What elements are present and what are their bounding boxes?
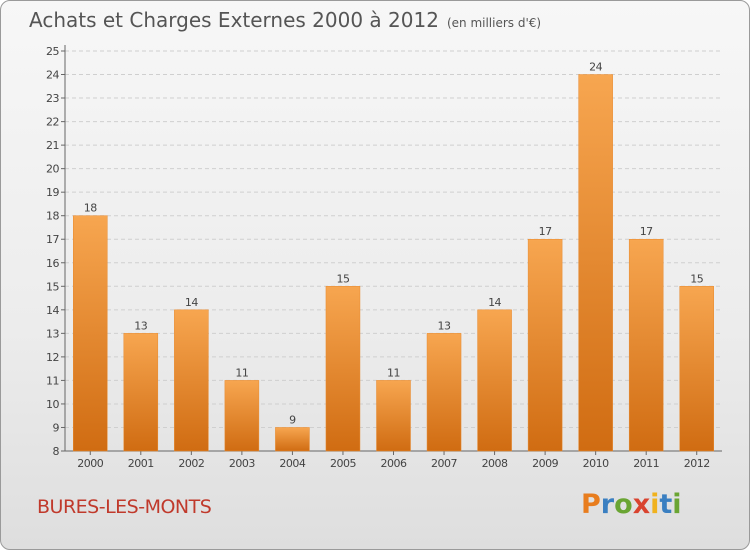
x-tick-label: 2008 xyxy=(482,457,508,470)
y-tick-label: 18 xyxy=(46,210,59,223)
data-label: 14 xyxy=(185,296,198,309)
proxiti-logo[interactable]: Proxiti xyxy=(581,489,682,520)
logo-letter: r xyxy=(600,489,615,520)
axes: 8 9 10 11 12 13 14 15 16 17 18 19 20 21 22 23 24 25 2000 20… xyxy=(46,45,722,470)
data-label: 15 xyxy=(336,272,349,285)
y-tick-label: 12 xyxy=(46,351,59,364)
bar xyxy=(578,74,613,452)
y-tick-label: 9 xyxy=(53,421,60,434)
x-tick-label: 2005 xyxy=(330,457,356,470)
y-tick-label: 8 xyxy=(53,445,60,458)
bar xyxy=(527,238,563,452)
logo-letter: i xyxy=(650,489,660,520)
bar xyxy=(123,333,159,452)
bar xyxy=(275,427,310,452)
y-tick-label: 17 xyxy=(46,233,59,246)
chart-unit: (en milliers d'€) xyxy=(446,16,542,30)
y-tick-label: 10 xyxy=(46,398,59,411)
bar xyxy=(224,380,260,452)
logo-letter: P xyxy=(581,489,601,520)
data-label: 11 xyxy=(387,366,400,379)
y-tick-label: 24 xyxy=(46,69,59,82)
data-label: 14 xyxy=(488,296,501,309)
y-tick-label: 22 xyxy=(46,116,59,129)
x-tick-label: 2002 xyxy=(178,457,204,470)
logo-letter: i xyxy=(672,489,682,520)
x-tick-label: 2012 xyxy=(684,457,710,470)
logo-letter: x xyxy=(632,489,651,520)
bars xyxy=(73,74,714,452)
chart-title: Achats et Charges Externes 2000 à 2012 (e… xyxy=(29,8,541,32)
x-tick-label: 2001 xyxy=(128,457,154,470)
data-label: 24 xyxy=(589,61,602,74)
y-tick-label: 16 xyxy=(46,257,59,270)
x-tick-label: 2004 xyxy=(279,457,305,470)
y-tick-label: 14 xyxy=(46,304,59,317)
x-tick-label: 2007 xyxy=(431,457,457,470)
bar xyxy=(426,333,462,452)
x-tick-label: 2010 xyxy=(583,457,609,470)
y-tick-label: 11 xyxy=(46,374,59,387)
data-label: 18 xyxy=(84,202,97,215)
logo-letter: t xyxy=(659,489,673,520)
y-tick-label: 25 xyxy=(46,45,59,58)
data-label: 9 xyxy=(289,413,296,426)
y-tick-label: 19 xyxy=(46,186,59,199)
bar xyxy=(679,286,714,452)
bar xyxy=(174,309,209,452)
bar xyxy=(73,215,108,452)
x-tick-label: 2011 xyxy=(633,457,659,470)
y-tick-label: 23 xyxy=(46,92,59,105)
x-tick-label: 2006 xyxy=(381,457,407,470)
x-tick-label: 2009 xyxy=(532,457,558,470)
logo-letter: o xyxy=(614,489,633,520)
data-label: 17 xyxy=(539,225,552,238)
y-tick-label: 20 xyxy=(46,163,59,176)
x-tick-label: 2000 xyxy=(77,457,103,470)
bar xyxy=(628,238,664,452)
commune-name: BURES-LES-MONTS xyxy=(37,496,212,518)
data-label: 11 xyxy=(235,366,248,379)
data-labels: 18 13 14 11 9 15 11 13 14 17 24 17 15 xyxy=(84,61,704,427)
data-label: 17 xyxy=(640,225,653,238)
chart-title-text: Achats et Charges Externes 2000 à 2012 xyxy=(29,8,439,32)
y-tick-label: 13 xyxy=(46,327,59,340)
data-label: 13 xyxy=(134,319,147,332)
data-label: 13 xyxy=(438,319,451,332)
bar xyxy=(477,309,512,452)
bar xyxy=(325,286,361,452)
data-label: 15 xyxy=(690,272,703,285)
y-tick-label: 15 xyxy=(46,280,59,293)
x-tick-label: 2003 xyxy=(229,457,255,470)
bar xyxy=(376,380,411,452)
y-tick-label: 21 xyxy=(46,139,59,152)
